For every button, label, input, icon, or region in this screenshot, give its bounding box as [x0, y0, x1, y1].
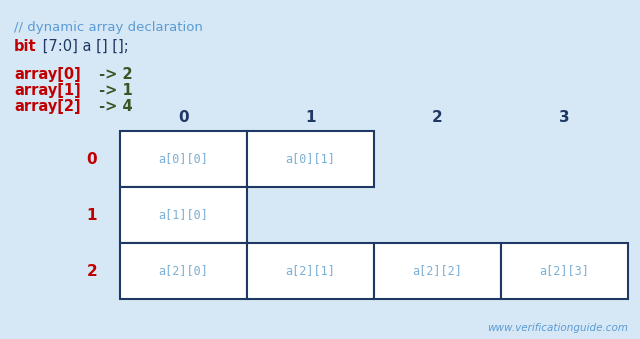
- Bar: [247, 131, 374, 187]
- Text: [7:0] a [] [];: [7:0] a [] [];: [38, 39, 129, 54]
- Text: bit: bit: [14, 39, 36, 54]
- Text: 3: 3: [559, 109, 570, 124]
- Bar: [120, 243, 247, 299]
- Text: a[1][0]: a[1][0]: [159, 208, 209, 221]
- Text: a[2][0]: a[2][0]: [159, 264, 209, 278]
- Text: 2: 2: [86, 263, 97, 279]
- Bar: [120, 131, 247, 187]
- Bar: [501, 243, 628, 299]
- Text: 2: 2: [432, 109, 443, 124]
- Text: a[2][3]: a[2][3]: [540, 264, 589, 278]
- Text: 1: 1: [87, 207, 97, 222]
- Text: 0: 0: [178, 109, 189, 124]
- Text: array[1]: array[1]: [14, 83, 81, 98]
- Text: // dynamic array declaration: // dynamic array declaration: [14, 21, 203, 34]
- Text: 0: 0: [86, 152, 97, 166]
- Text: a[0][0]: a[0][0]: [159, 153, 209, 165]
- Text: array[0]: array[0]: [14, 67, 81, 82]
- Text: -> 2: -> 2: [94, 67, 132, 82]
- Text: www.verificationguide.com: www.verificationguide.com: [487, 323, 628, 333]
- Text: array[2]: array[2]: [14, 99, 81, 114]
- Text: -> 1: -> 1: [94, 83, 132, 98]
- Text: -> 4: -> 4: [94, 99, 132, 114]
- Text: a[2][2]: a[2][2]: [413, 264, 463, 278]
- Bar: [247, 243, 374, 299]
- Text: 1: 1: [305, 109, 316, 124]
- Bar: [120, 187, 247, 243]
- Text: a[2][1]: a[2][1]: [285, 264, 335, 278]
- Bar: [374, 243, 501, 299]
- Text: a[0][1]: a[0][1]: [285, 153, 335, 165]
